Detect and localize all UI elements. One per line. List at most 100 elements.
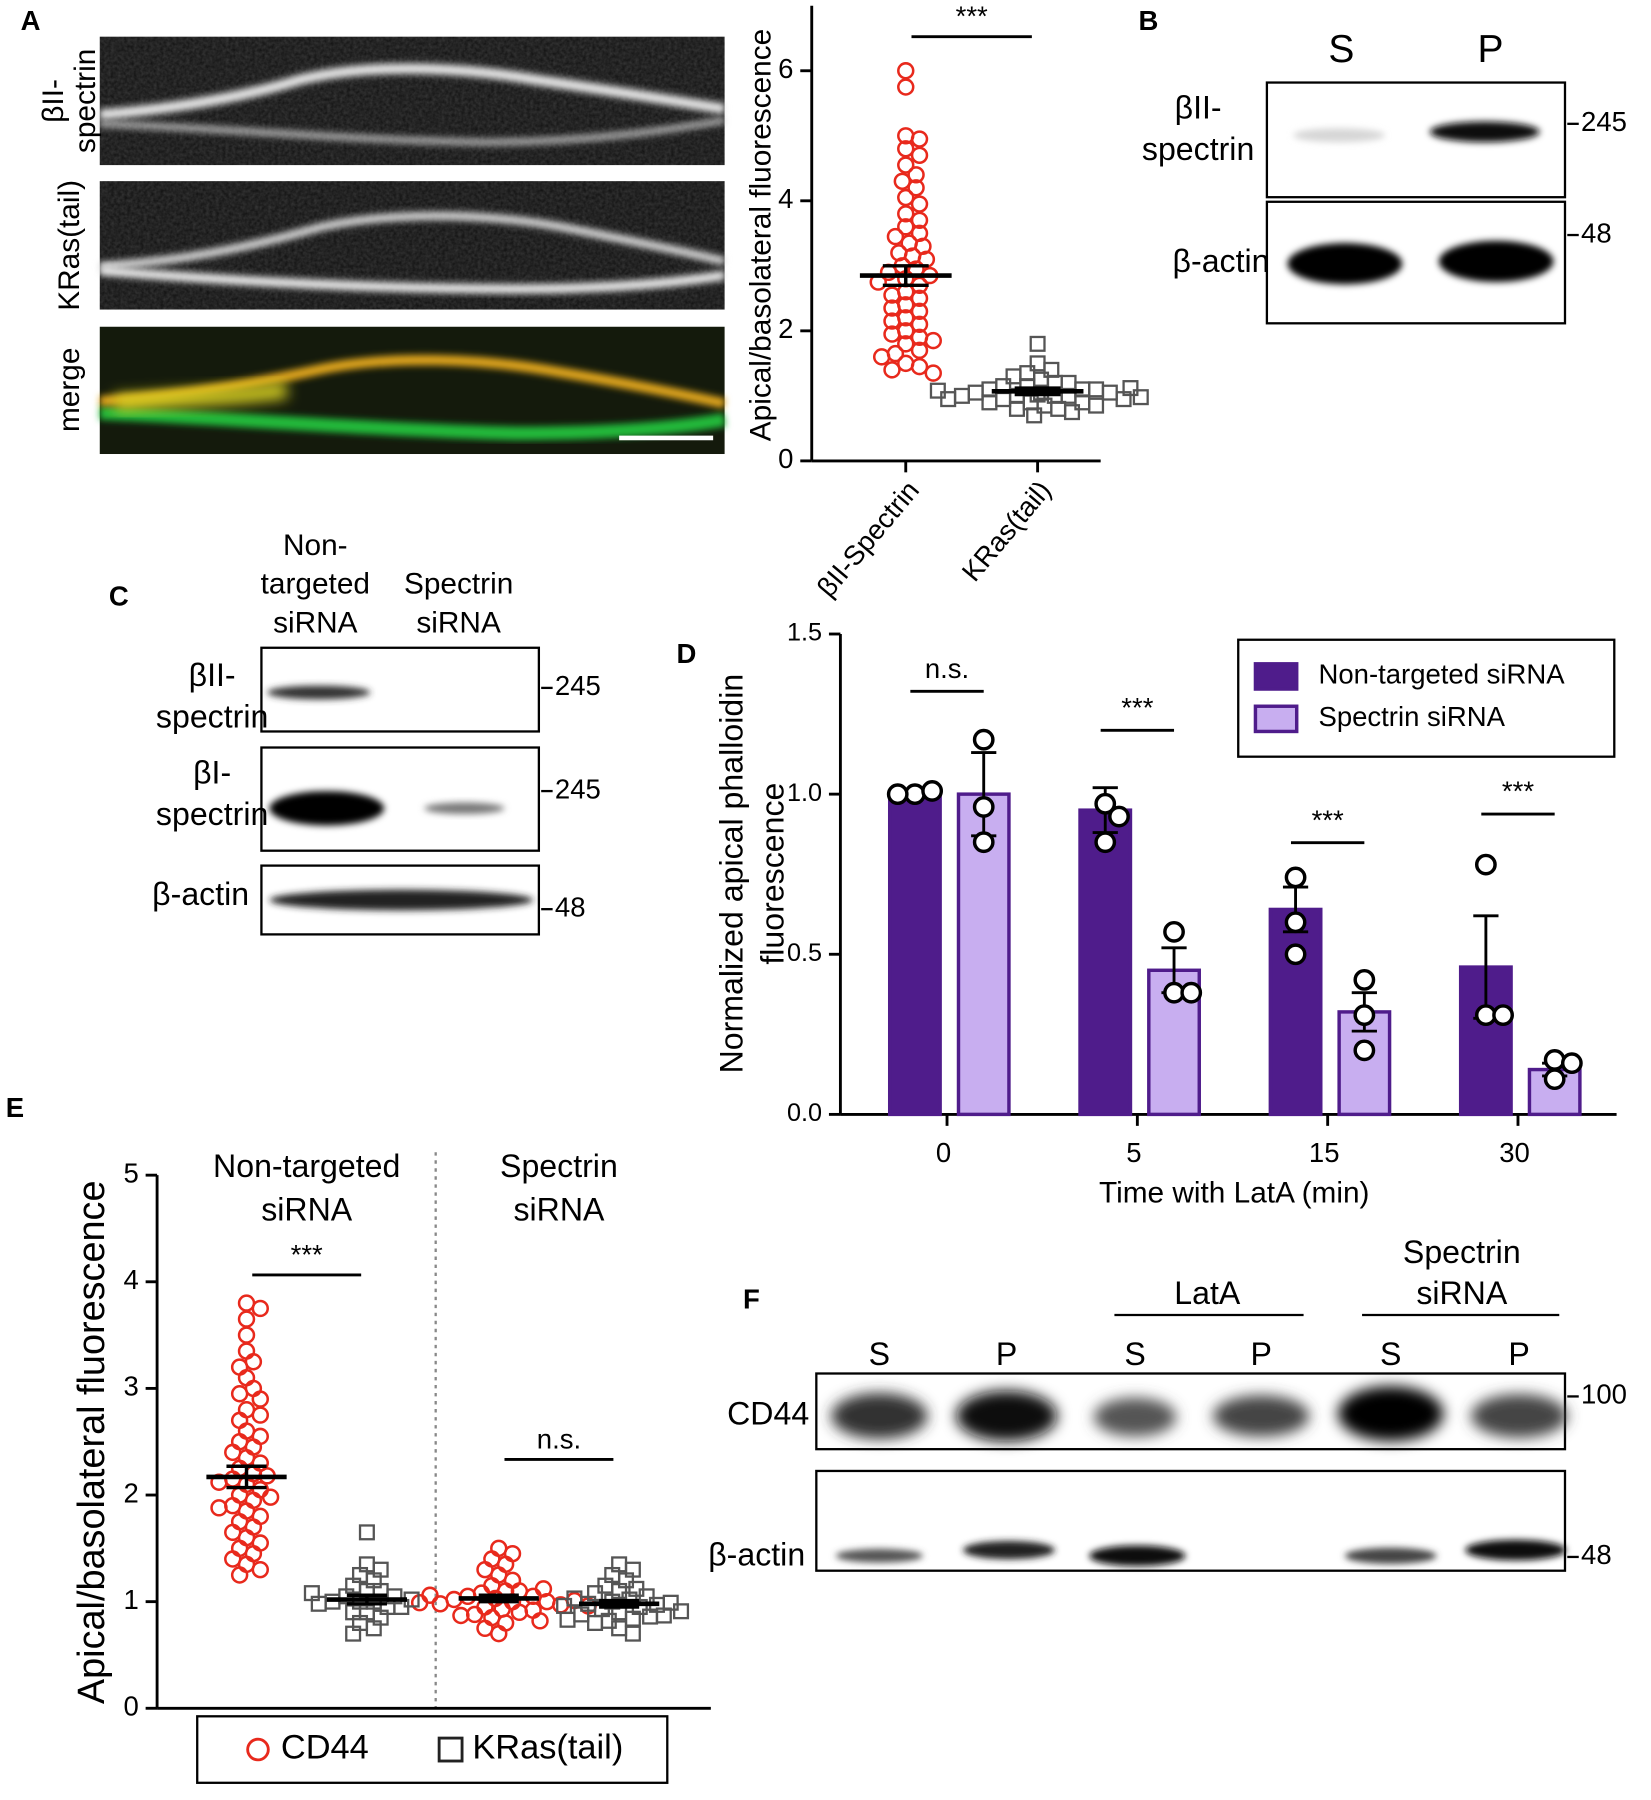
data-point [1284, 911, 1307, 934]
data-point [910, 146, 929, 164]
size-marker: 48 [1581, 217, 1612, 248]
data-point [1474, 853, 1497, 876]
data-point [1353, 1004, 1376, 1027]
data-point [237, 1369, 256, 1387]
data-point [1074, 394, 1091, 411]
group-label: LatA [1174, 1275, 1241, 1311]
data-point [897, 205, 915, 223]
panel-label: B [1138, 5, 1158, 36]
data-point [940, 391, 957, 408]
micrograph-merge [99, 326, 726, 455]
data-point [251, 1480, 269, 1499]
row-label: βI- [193, 755, 231, 791]
data-point [883, 286, 901, 304]
data-point [910, 302, 929, 321]
data-point [1063, 404, 1081, 421]
data-point [981, 394, 998, 411]
data-point [1284, 866, 1307, 889]
data-point [251, 1406, 269, 1424]
y-tick-label: 2 [123, 1477, 138, 1508]
legend-label: KRas(tail) [472, 1729, 623, 1767]
data-point [531, 1612, 549, 1630]
data-point [1353, 1039, 1376, 1062]
y-tick-label: 6 [778, 53, 793, 84]
bar [1078, 808, 1133, 1117]
significance-label: *** [1121, 692, 1153, 723]
error-bar [346, 1593, 387, 1606]
data-point [1353, 968, 1376, 991]
data-point [897, 78, 915, 96]
channel-label: merge [53, 348, 86, 432]
data-point [496, 1555, 515, 1574]
row-label: spectrin [156, 796, 268, 832]
channel-label: βII- [37, 79, 70, 123]
data-point [995, 391, 1012, 408]
data-point [624, 1625, 641, 1642]
data-point [883, 325, 901, 343]
data-point [1029, 355, 1046, 372]
lane-label: Non- [283, 529, 348, 562]
y-tick-label: 4 [778, 183, 793, 214]
row-label: β-actin [1173, 243, 1270, 279]
data-point [673, 1603, 690, 1620]
data-point [907, 166, 925, 184]
data-point [1033, 371, 1050, 388]
panel-label: C [109, 581, 129, 612]
x-tick-label: 30 [1499, 1137, 1530, 1168]
data-point [345, 1625, 362, 1642]
y-axis-label: fluorescence [755, 783, 791, 965]
channel-label: KRas(tail) [53, 180, 86, 311]
data-point [251, 1560, 269, 1579]
data-point [910, 195, 929, 213]
lane-label: S [1124, 1336, 1145, 1372]
legend-marker [246, 1737, 270, 1762]
data-point [883, 299, 901, 317]
size-marker: 245 [555, 670, 601, 701]
data-point [897, 140, 915, 158]
data-point [1008, 400, 1025, 417]
lane-label: S [1380, 1336, 1401, 1372]
error-bar [882, 264, 929, 288]
channel-label-group: KRas(tail) [53, 180, 86, 311]
data-point [1180, 981, 1203, 1004]
data-point [1163, 920, 1185, 943]
lane-label: S [869, 1336, 890, 1372]
y-tick-label: 1.0 [787, 779, 822, 807]
data-point [496, 1614, 515, 1632]
data-point [1094, 792, 1117, 815]
x-tick-label-group: KRas(tail) [956, 475, 1057, 587]
significance-label: *** [1502, 776, 1534, 807]
panel-label: D [676, 638, 696, 669]
lane-label: P [996, 1336, 1017, 1372]
channel-label-group: βII-spectrin [37, 49, 102, 153]
lane-label: P [1477, 28, 1503, 71]
row-label: spectrin [156, 698, 268, 734]
data-point [897, 188, 915, 207]
micrograph-kras [99, 181, 726, 310]
data-point [972, 728, 995, 751]
data-point [244, 1544, 263, 1563]
blot-c [260, 646, 541, 936]
data-point [910, 130, 929, 148]
legend-box [196, 1715, 669, 1784]
y-tick-label: 3 [123, 1371, 138, 1402]
data-point [910, 341, 929, 360]
data-point [655, 1607, 672, 1624]
data-point [261, 1488, 280, 1506]
x-axis-label: Time with LatA (min) [1099, 1177, 1369, 1210]
blot-b [1265, 81, 1567, 325]
data-point [953, 387, 970, 404]
y-axis-label-group: Apical/basolateral fluorescence [744, 29, 777, 441]
lane-label: P [1250, 1336, 1271, 1372]
channel-label: spectrin [69, 49, 102, 153]
data-point [972, 796, 995, 818]
y-tick-label: 0.5 [787, 939, 822, 967]
data-point [1492, 1004, 1514, 1027]
group-label: Spectrin [500, 1148, 618, 1184]
significance-label: n.s. [925, 653, 969, 684]
group-label: siRNA [513, 1191, 605, 1227]
y-axis-label-group: Apical/basolateral fluorescence [71, 1180, 113, 1704]
row-label: βII- [189, 657, 236, 693]
